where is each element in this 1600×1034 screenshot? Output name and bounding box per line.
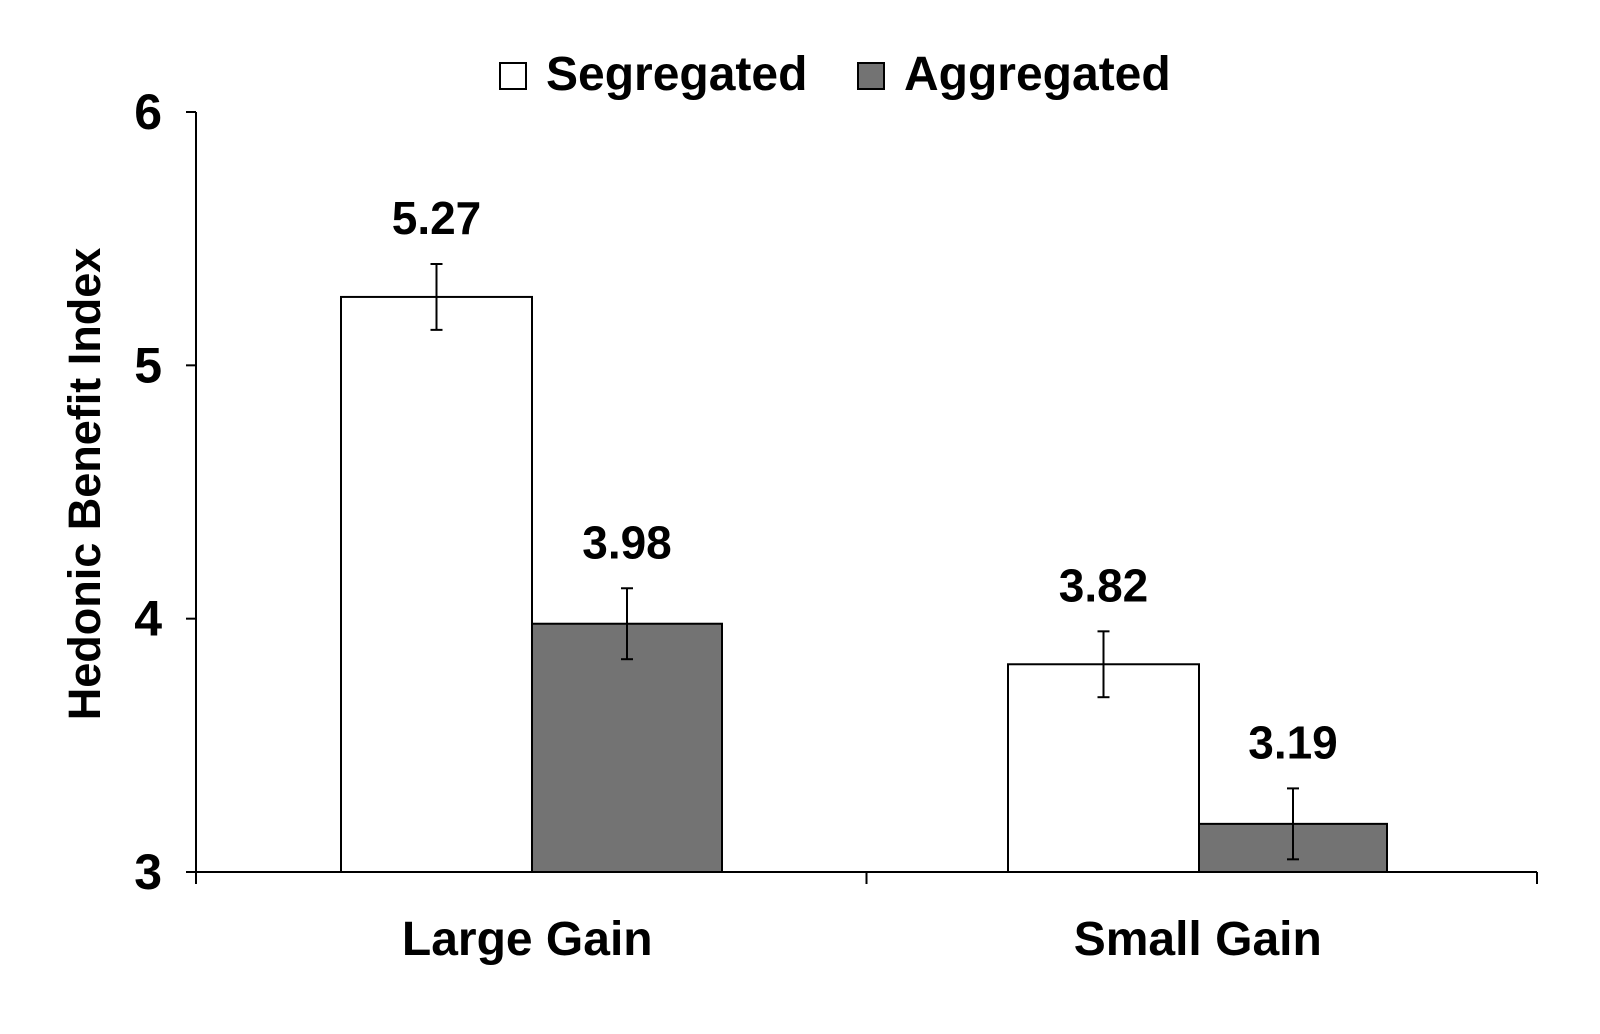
x-axis-labels: Large Gain Small Gain: [402, 913, 1322, 966]
error-bar: [1287, 787, 1299, 861]
legend-label-segregated: Segregated: [546, 48, 807, 101]
y-tick-label: 4: [134, 591, 162, 647]
legend: Segregated Aggregated: [499, 48, 1171, 101]
error-bar: [621, 587, 633, 661]
legend-swatch-aggregated: [857, 62, 885, 90]
x-category-label: Small Gain: [1074, 913, 1322, 966]
axes: [195, 112, 1538, 884]
error-bar: [1097, 630, 1110, 699]
y-tick-label: 3: [134, 844, 162, 900]
data-label: 3.19: [1248, 716, 1338, 768]
bars: 5.27 3.98 3.82 3.19: [340, 192, 1388, 873]
bar-aggregated-large-gain: [531, 622, 723, 873]
y-tick-label: 5: [134, 337, 162, 393]
bar-segregated-large-gain: [340, 295, 533, 873]
y-axis-title: Hedonic Benefit Index: [59, 248, 110, 721]
legend-swatch-segregated: [499, 62, 527, 90]
y-tick-label: 6: [134, 84, 162, 140]
data-label: 5.27: [392, 192, 482, 244]
x-category-label: Large Gain: [402, 913, 653, 966]
data-label: 3.98: [582, 516, 672, 568]
error-bar: [430, 263, 443, 331]
y-axis-ticks: 3 4 5 6: [134, 84, 196, 900]
legend-label-aggregated: Aggregated: [904, 48, 1171, 101]
data-label: 3.82: [1059, 559, 1149, 611]
